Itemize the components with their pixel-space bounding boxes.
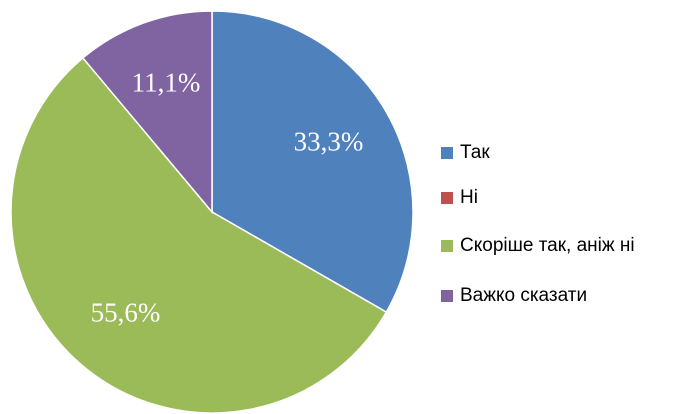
data-label: 33,3%	[294, 127, 364, 157]
legend-swatch	[441, 147, 453, 159]
legend-label: Так	[460, 142, 490, 163]
pie-slice	[10, 56, 388, 414]
legend-label: Важко сказати	[460, 285, 587, 306]
pie-slice	[211, 10, 414, 314]
legend-swatch	[441, 192, 453, 204]
legend-swatch	[441, 290, 453, 302]
legend-label: Ні	[460, 187, 478, 208]
legend-label: Скоріше так, аніж ні	[460, 235, 635, 256]
pie-slice	[81, 10, 213, 215]
legend-swatch	[441, 240, 453, 252]
data-label: 55,6%	[91, 297, 161, 327]
data-label: 11,1%	[132, 68, 201, 98]
